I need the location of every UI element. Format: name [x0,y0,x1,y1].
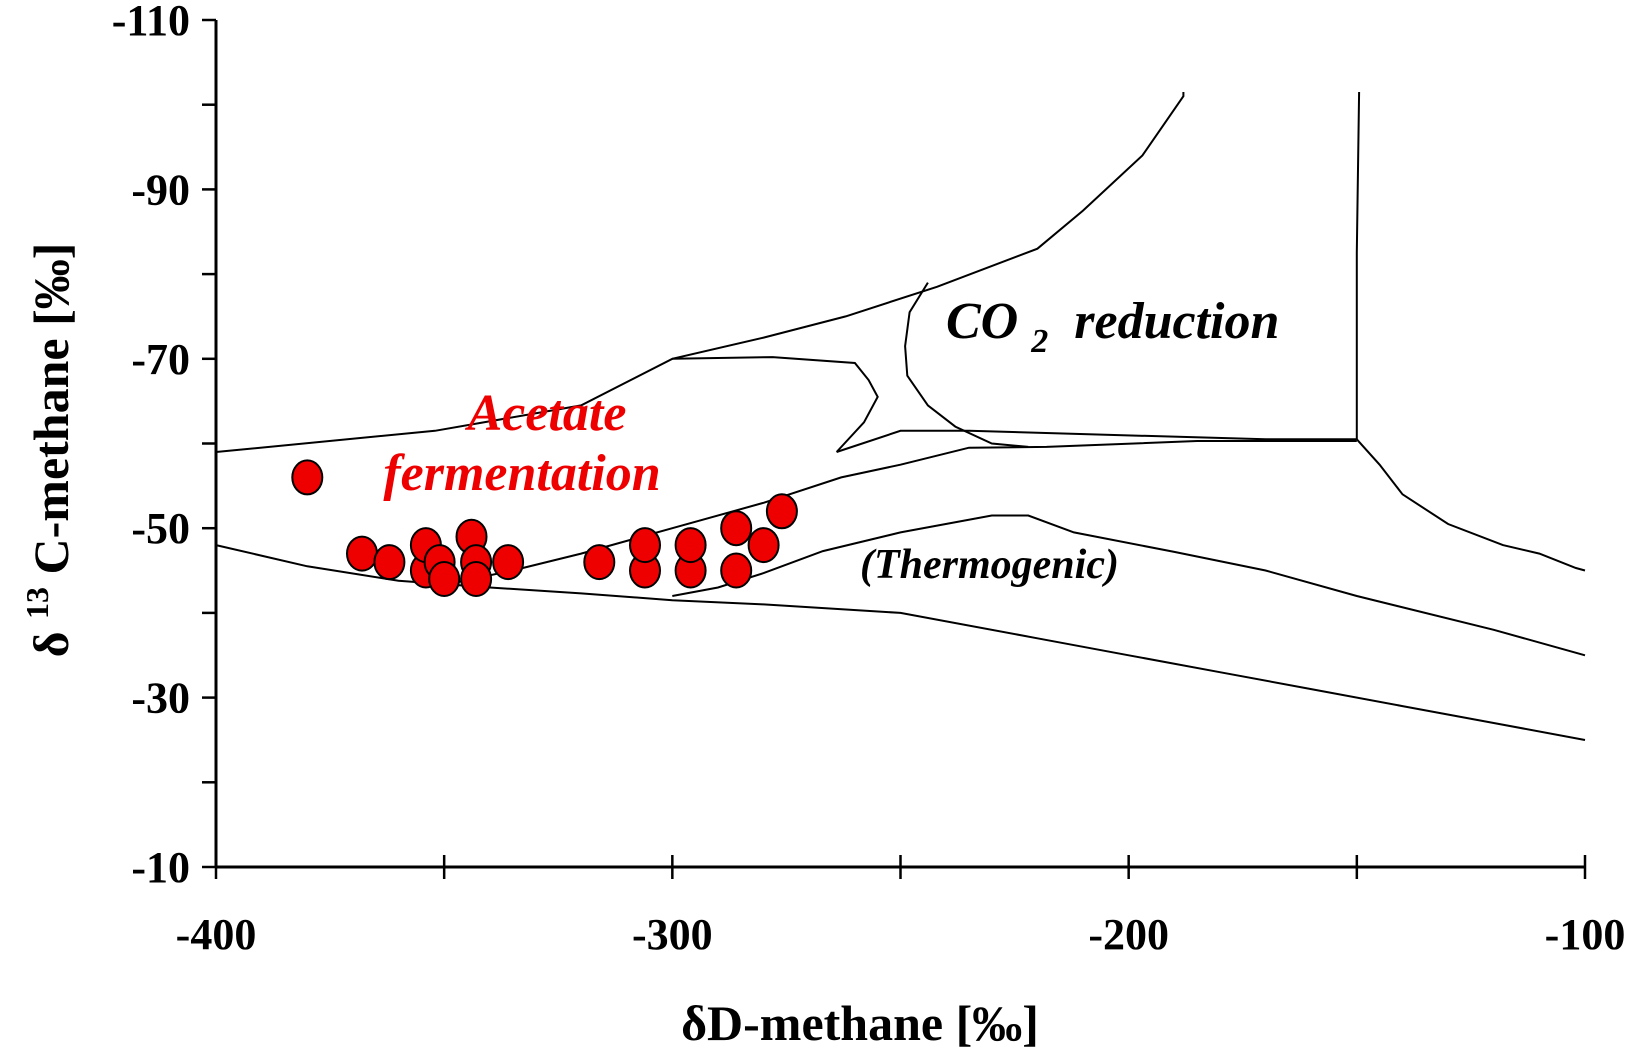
boundary-line-2 [672,356,879,453]
data-points [291,459,798,597]
co2-label-subscript: 2 [1030,323,1048,360]
acetate-label-line1: Acetate [465,385,627,442]
acetate-label-line2: fermentation [383,445,660,502]
co2-label-text: CO [946,293,1018,350]
data-point [460,561,493,597]
boundary-line-1 [215,92,1185,453]
y-tick-label: -70 [131,335,190,384]
data-point [492,544,525,581]
y-tick-label: -10 [131,843,190,892]
data-point [765,493,798,530]
thermogenic-label: (Thermogenic) [860,542,1119,588]
x-tick-label: -200 [1088,910,1169,959]
co2-label-rest: reduction [1061,293,1279,350]
data-point [674,527,707,564]
data-point [720,510,753,547]
x-axis-title: δD-methane [‰] [681,995,1039,1047]
boundary-line-3 [836,429,1357,453]
boundary-line-6 [672,514,1586,657]
data-point [428,561,461,597]
y-tick-label: -90 [131,165,190,214]
co2-reduction-label: CO 2 reduction [946,293,1279,364]
data-point [373,544,406,581]
data-point [583,544,616,581]
y-tick-label: -30 [131,674,190,723]
boundary-line-5 [443,440,1357,586]
data-point [346,535,378,572]
y-axis-title: δ 13 C-methane [‰] [3,243,79,658]
data-point [291,459,324,496]
data-point [720,552,753,589]
x-tick-label: -300 [632,910,713,959]
boundary-line-8 [1355,91,1361,440]
axes [202,18,1587,879]
y-tick-label: -110 [112,0,190,45]
x-tick-label: -400 [176,910,257,959]
x-tick-label: -100 [1545,910,1626,959]
y-axis-title-main: C-methane [‰] [23,243,79,575]
y-axis-title-prefix: δ [23,631,79,657]
y-tick-label: -50 [131,504,190,553]
svg-text:δ 13 C-methane [‰]: δ 13 C-methane [‰] [3,243,79,658]
tick-labels: -400 -300 -200 -100 -10 -30 -50 -70 -90 -110 [112,0,1626,959]
data-point [747,527,780,564]
region-boundaries [215,91,1586,741]
boundary-line-9 [904,282,1029,448]
boundary-line-7 [1356,438,1586,572]
data-point [629,527,661,564]
y-axis-title-superscript: 13 [19,587,55,619]
